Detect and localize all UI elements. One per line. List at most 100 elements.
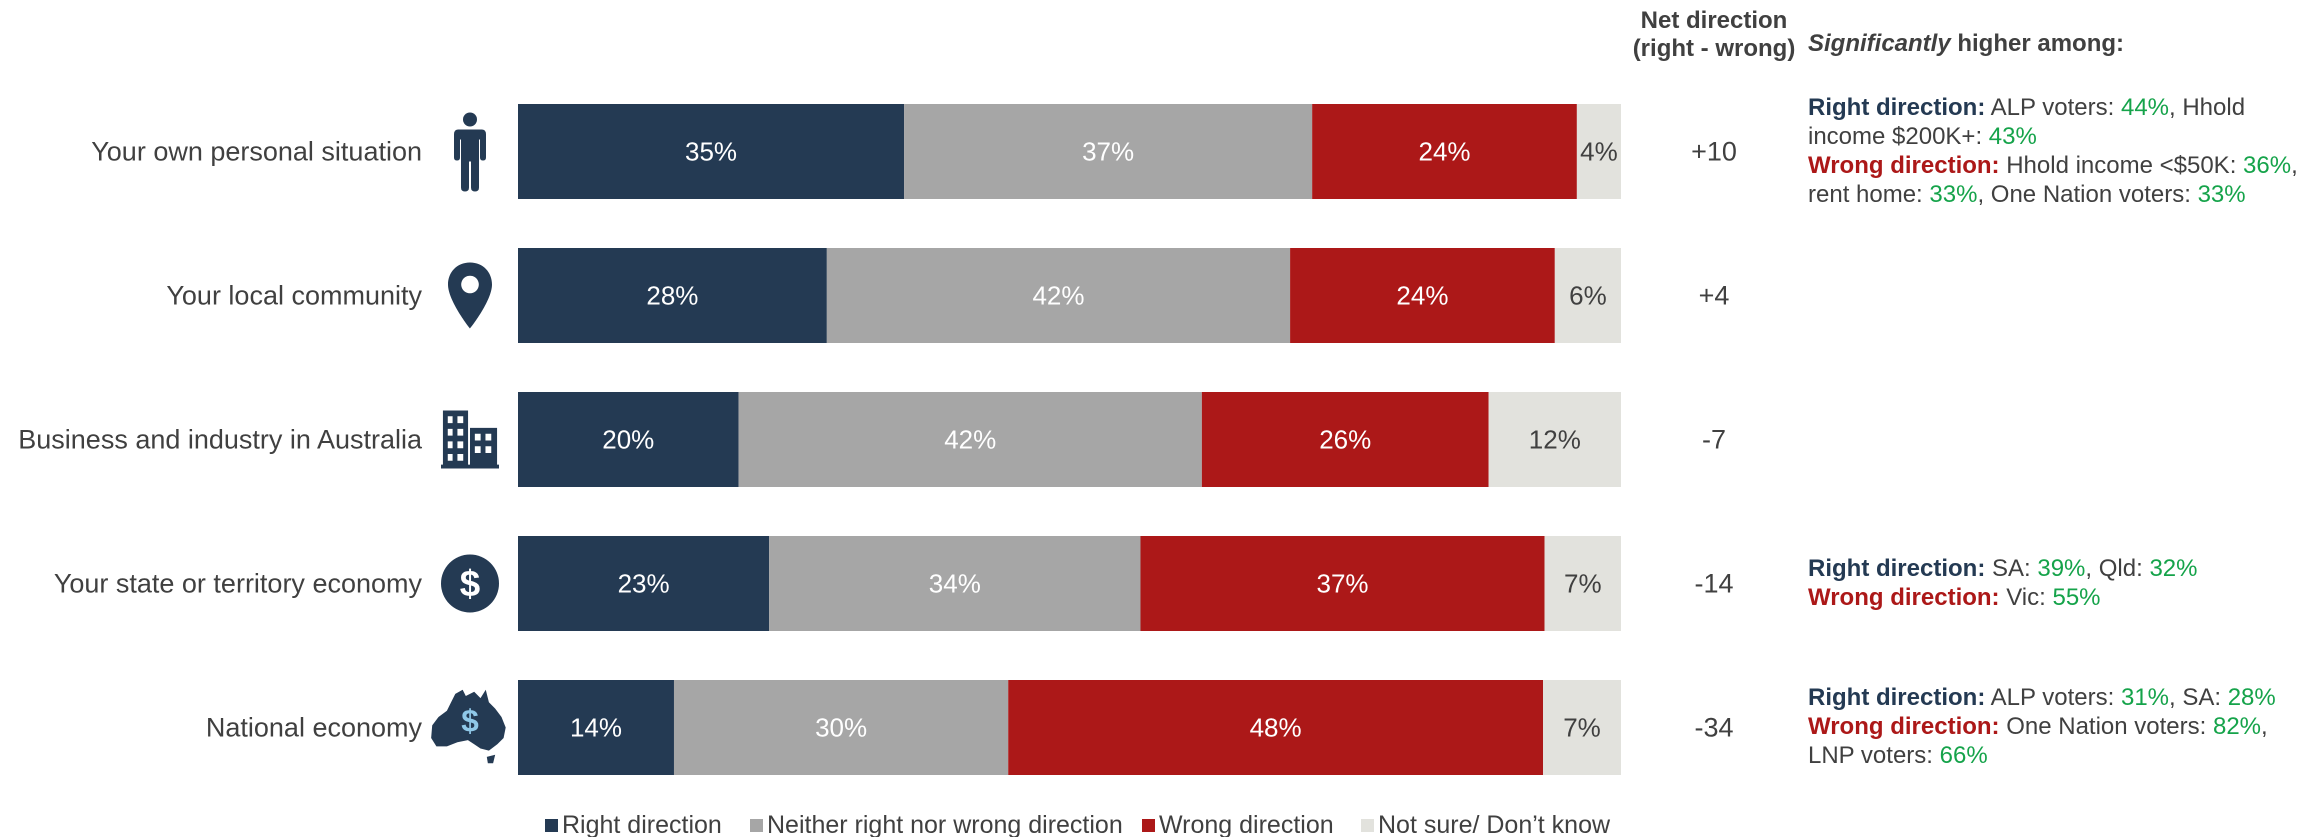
bar-segment-not_sure bbox=[1543, 680, 1621, 775]
significance-title-emphasis: Significantly bbox=[1808, 30, 1951, 57]
note-wrong-direction: Wrong direction: One Nation voters: 82%,… bbox=[1808, 712, 2313, 770]
category-label: Business and industry in Australia bbox=[18, 425, 423, 455]
bar-segment-right bbox=[518, 536, 770, 631]
right-direction-label: Right direction: bbox=[1808, 684, 1986, 711]
legend-swatch-wrong bbox=[1142, 819, 1155, 832]
category-label: Your own personal situation bbox=[91, 137, 422, 167]
data-label-right: 14% bbox=[570, 713, 622, 743]
office-building-icon bbox=[441, 410, 499, 469]
bar-segment-neither bbox=[738, 392, 1202, 487]
data-label-neither: 42% bbox=[1032, 281, 1084, 311]
note-text: , Hhold income $200K+: bbox=[1808, 94, 2246, 150]
note-text: ALP voters: bbox=[1985, 94, 2121, 121]
chart-rows: Your own personal situation 35% 37% 24% 4% +1… bbox=[18, 104, 1737, 775]
bar-segment-neither bbox=[826, 248, 1291, 343]
note-text: , One Nation voters: bbox=[1977, 181, 2198, 208]
chart-row: Your local community 28% 42% 24% 6% +4 bbox=[166, 248, 1729, 343]
highlight-percentage: 32% bbox=[2149, 555, 2198, 582]
significance-note: Right direction: ALP voters: 31%, SA: 28… bbox=[1808, 683, 2313, 770]
highlight-percentage: 36% bbox=[2243, 152, 2292, 179]
bar-segment-wrong bbox=[1312, 104, 1577, 199]
net-direction-value: -34 bbox=[1694, 713, 1733, 743]
legend-swatch-neither bbox=[750, 819, 763, 832]
wrong-direction-label: Wrong direction: bbox=[1808, 152, 2000, 179]
legend-label-wrong: Wrong direction bbox=[1159, 811, 1334, 837]
note-text: , rent home: bbox=[1808, 152, 2298, 208]
data-label-wrong: 24% bbox=[1418, 137, 1470, 167]
legend-swatch-not-sure bbox=[1361, 819, 1374, 832]
category-label: Your local community bbox=[166, 281, 422, 311]
dollar-coin-icon bbox=[441, 554, 499, 613]
wrong-direction-label: Wrong direction: bbox=[1808, 713, 2000, 740]
net-direction-value: +4 bbox=[1699, 281, 1730, 311]
highlight-percentage: 33% bbox=[2197, 181, 2246, 208]
note-text: , Qld: bbox=[2085, 555, 2150, 582]
note-right-direction: Right direction: ALP voters: 44%, Hhold … bbox=[1808, 93, 2313, 151]
note-text: One Nation voters: bbox=[1999, 713, 2213, 740]
bar-segment-wrong bbox=[1201, 392, 1489, 487]
australia-dollar-icon bbox=[431, 689, 506, 764]
data-label-neither: 42% bbox=[944, 425, 996, 455]
right-direction-label: Right direction: bbox=[1808, 94, 1986, 121]
wrong-direction-label: Wrong direction: bbox=[1808, 584, 2000, 611]
net-direction-subheader: (right - wrong) bbox=[1633, 35, 1796, 62]
net-direction-value: -14 bbox=[1694, 569, 1733, 599]
data-label-not_sure: 7% bbox=[1563, 713, 1601, 743]
category-label: National economy bbox=[206, 713, 423, 743]
data-label-not_sure: 4% bbox=[1580, 137, 1618, 167]
bar-segment-wrong bbox=[1008, 680, 1544, 775]
chart-row: Your state or territory economy 23% 34% 37%… bbox=[54, 536, 1734, 631]
bar-segment-not_sure bbox=[1576, 104, 1621, 199]
bar-segment-wrong bbox=[1140, 536, 1545, 631]
bar-segment-right bbox=[518, 104, 905, 199]
highlight-percentage: 66% bbox=[1939, 742, 1988, 769]
legend-swatch-right bbox=[545, 819, 558, 832]
note-right-direction: Right direction: SA: 39%, Qld: 32% bbox=[1808, 554, 2313, 583]
highlight-percentage: 55% bbox=[2052, 584, 2101, 611]
highlight-percentage: 43% bbox=[1988, 123, 2037, 150]
note-wrong-direction: Wrong direction: Hhold income <$50K: 36%… bbox=[1808, 151, 2313, 209]
note-text: Vic: bbox=[1999, 584, 2053, 611]
highlight-percentage: 33% bbox=[1929, 181, 1978, 208]
data-label-right: 20% bbox=[602, 425, 654, 455]
data-label-wrong: 26% bbox=[1319, 425, 1371, 455]
bar-segment-wrong bbox=[1290, 248, 1555, 343]
bar-segment-neither bbox=[904, 104, 1313, 199]
location-pin-icon bbox=[448, 262, 492, 329]
highlight-percentage: 44% bbox=[2120, 94, 2170, 121]
data-label-neither: 37% bbox=[1082, 137, 1134, 167]
highlight-percentage: 31% bbox=[2120, 684, 2170, 711]
chart-row: National economy 14% 30% 48% 7% -34 bbox=[206, 680, 1734, 775]
data-label-neither: 34% bbox=[929, 569, 981, 599]
data-label-not_sure: 6% bbox=[1569, 281, 1607, 311]
highlight-percentage: 28% bbox=[2227, 684, 2276, 711]
bar-segment-not_sure bbox=[1544, 536, 1621, 631]
note-text: SA: bbox=[1985, 555, 2038, 582]
bar-segment-not_sure bbox=[1488, 392, 1621, 487]
highlight-percentage: 39% bbox=[2037, 555, 2086, 582]
data-label-not_sure: 7% bbox=[1564, 569, 1602, 599]
data-label-right: 23% bbox=[618, 569, 670, 599]
legend-label-neither: Neither right nor wrong direction bbox=[767, 811, 1123, 837]
note-text: Hhold income <$50K: bbox=[1999, 152, 2244, 179]
category-label: Your state or territory economy bbox=[54, 569, 423, 599]
note-text: , LNP voters: bbox=[1808, 713, 2268, 769]
bar-segment-neither bbox=[769, 536, 1141, 631]
bar-segment-not_sure bbox=[1554, 248, 1621, 343]
significance-title: Significantly higher among: bbox=[1808, 30, 2124, 58]
bar-segment-neither bbox=[673, 680, 1009, 775]
significance-title-rest: higher among: bbox=[1950, 30, 2125, 57]
chart-row: Business and industry in Australia 20% 42%… bbox=[18, 392, 1726, 487]
legend: Right direction Neither right nor wrong … bbox=[545, 811, 1611, 837]
data-label-right: 28% bbox=[646, 281, 698, 311]
data-label-neither: 30% bbox=[815, 713, 867, 743]
net-direction-value: -7 bbox=[1702, 425, 1726, 455]
note-text: ALP voters: bbox=[1985, 684, 2121, 711]
highlight-percentage: 82% bbox=[2212, 713, 2262, 740]
person-icon bbox=[454, 112, 486, 192]
data-label-not_sure: 12% bbox=[1529, 425, 1581, 455]
net-direction-value: +10 bbox=[1691, 137, 1737, 167]
bar-segment-right bbox=[518, 248, 827, 343]
significance-note: Right direction: SA: 39%, Qld: 32% Wrong … bbox=[1808, 554, 2313, 612]
